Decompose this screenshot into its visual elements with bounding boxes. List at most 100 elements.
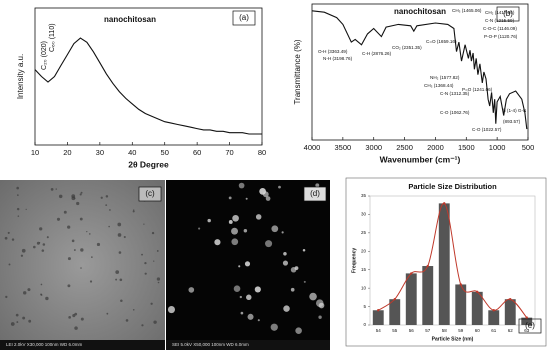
x-tick-label: 20 xyxy=(63,148,71,157)
bar xyxy=(488,310,500,325)
x-axis-label: Particle Size (nm) xyxy=(432,336,474,342)
curve-point xyxy=(525,316,528,319)
x-tick-label: 500 xyxy=(522,143,535,152)
texture-dot xyxy=(86,230,88,233)
texture-dot xyxy=(290,287,295,292)
bar xyxy=(372,310,384,325)
x-tick-label: 30 xyxy=(96,148,104,157)
curve-point xyxy=(443,202,446,205)
bar xyxy=(471,291,483,325)
x-tick-label: 2500 xyxy=(396,143,413,152)
texture-dot xyxy=(28,319,32,323)
texture-dot xyxy=(15,313,19,317)
texture-dot xyxy=(295,327,302,334)
texture-dot xyxy=(244,261,251,267)
annotation: CH₃ (1368.44) xyxy=(424,83,454,88)
x-tick-label: 1500 xyxy=(458,143,475,152)
x-tick-label: 10 xyxy=(31,148,39,157)
texture-dot xyxy=(228,196,232,200)
texture-dot xyxy=(120,299,123,303)
texture-dot xyxy=(233,285,241,293)
panel-label-box xyxy=(496,6,520,22)
texture-dot xyxy=(33,245,36,249)
texture-dot xyxy=(100,196,103,199)
texture-dot xyxy=(22,316,26,320)
panel-label: (d) xyxy=(310,189,320,198)
curve-point xyxy=(410,272,413,275)
texture-dot xyxy=(115,270,120,274)
annotation: P-O-P (1120.76) xyxy=(484,34,518,39)
y-axis-label: Transmittance (%) xyxy=(293,39,302,104)
texture-dot xyxy=(74,326,78,330)
texture-dot xyxy=(80,248,84,252)
texture-dot xyxy=(117,222,122,227)
texture-dot xyxy=(231,238,239,246)
texture-dot xyxy=(132,210,135,213)
texture-dot xyxy=(254,286,261,293)
y-tick-label: 25 xyxy=(361,230,367,235)
plot-frame xyxy=(369,195,536,326)
texture-dot xyxy=(167,306,176,314)
texture-dot xyxy=(79,217,83,221)
micrograph xyxy=(0,180,165,350)
x-tick-label: 63 xyxy=(524,328,530,333)
texture-dot xyxy=(118,251,122,254)
texture-dot xyxy=(247,313,254,320)
x-tick-label: 56 xyxy=(409,328,415,333)
texture-dot xyxy=(265,196,271,201)
panel-label-box xyxy=(232,10,256,26)
texture-dot xyxy=(42,243,46,246)
curve-point xyxy=(492,309,495,312)
annotation: C-O (1062.76) xyxy=(440,110,470,115)
x-tick-label: 59 xyxy=(458,328,464,333)
texture-dot xyxy=(27,288,31,292)
annotation: (893.57) xyxy=(503,119,521,124)
texture-dot xyxy=(68,315,71,319)
annotation: C-H (2876.26) xyxy=(362,51,392,56)
texture-dot xyxy=(71,194,76,199)
annotation: P=O (1241.06) xyxy=(462,87,493,92)
texture-dot xyxy=(72,314,76,318)
caption-bar xyxy=(166,340,330,350)
x-tick-label: 3500 xyxy=(335,143,352,152)
texture-dot xyxy=(141,324,144,327)
annotation: O-H (3363.49) xyxy=(318,49,348,54)
texture-dot xyxy=(41,249,45,252)
annotation: CH₃ (1465.06) xyxy=(452,8,482,13)
curve-point xyxy=(509,298,512,301)
texture-dot xyxy=(8,263,11,266)
texture-dot xyxy=(283,252,287,256)
texture-dot xyxy=(21,248,26,253)
annotation: C₂₀ (020) xyxy=(41,41,48,70)
texture-dot xyxy=(315,299,324,307)
chart-title: Particle Size Distribution xyxy=(408,182,497,191)
texture-dot xyxy=(105,195,109,198)
texture-dot xyxy=(243,228,248,233)
panel-label: (c) xyxy=(145,189,155,198)
x-axis-label: Wavenumber (cm⁻¹) xyxy=(380,154,461,164)
bar xyxy=(438,203,450,325)
texture-dot xyxy=(88,233,91,235)
texture-dot xyxy=(106,312,109,315)
texture-dot xyxy=(309,292,317,301)
y-axis-label: Frequency xyxy=(351,248,357,274)
texture-dot xyxy=(7,231,10,234)
image-caption: SEI 5.0kV X50,000 100nm WD 6.0mm xyxy=(172,342,249,347)
x-axis-label: 2θ Degree xyxy=(128,159,169,169)
bar xyxy=(521,317,533,325)
texture-dot xyxy=(16,207,20,211)
texture-dot xyxy=(282,260,289,266)
texture-dot xyxy=(56,217,61,221)
texture-dot xyxy=(40,293,43,296)
texture-dot xyxy=(45,296,49,301)
y-tick-label: 20 xyxy=(361,248,367,253)
texture-dot xyxy=(214,239,221,246)
texture-dot xyxy=(198,227,201,230)
y-tick-label: 15 xyxy=(361,267,367,272)
x-tick-label: 40 xyxy=(128,148,136,157)
texture-dot xyxy=(150,302,153,305)
annotation: β (1-4) G-N xyxy=(503,108,526,113)
annotation: C=O (1659.16) xyxy=(426,39,457,44)
texture-dot xyxy=(79,193,82,196)
texture-dot xyxy=(151,231,155,235)
